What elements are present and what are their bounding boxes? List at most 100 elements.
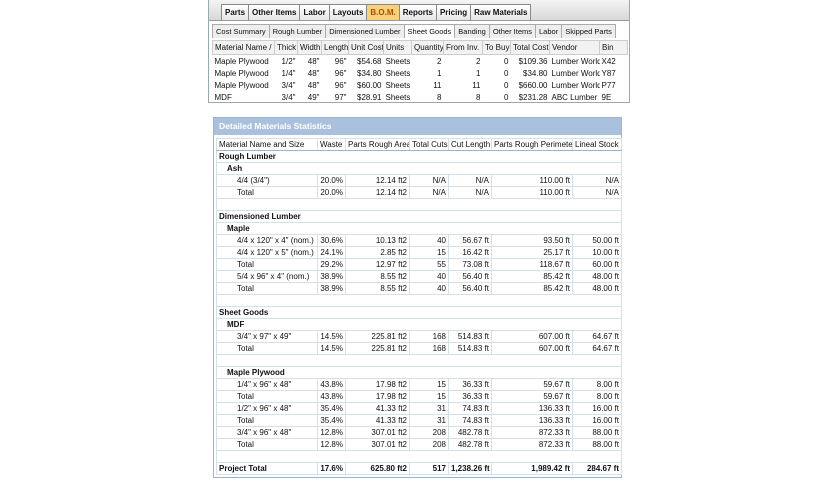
cell: 1/2" x 96" x 48" (216, 402, 318, 415)
column-header[interactable]: Vendor (549, 40, 600, 55)
cell: 118.67 ft (491, 258, 573, 271)
stats-row: 5/4 x 96" x 4" (nom.) 38.9% 8.55 ft2 40 56.4… (216, 270, 622, 283)
subtab[interactable]: Dimensioned Lumber (325, 24, 405, 38)
column-header[interactable]: Cut Length (448, 138, 492, 151)
column-header[interactable]: Units (383, 40, 412, 55)
cell: 74.83 ft (448, 402, 492, 415)
stats-row: 1/4" x 96" x 48" 43.8% 17.98 ft2 15 36.33 ft… (216, 378, 622, 391)
cell: 1 (476, 68, 481, 78)
column-header[interactable]: Parts Rough Area (345, 138, 410, 151)
cell: 20.0% (317, 186, 346, 199)
cell: 49" (307, 92, 320, 102)
column-header[interactable]: Length (321, 40, 349, 55)
cell: $60.00 (357, 80, 382, 90)
cell: 3/4" x 97" x 49" (216, 330, 318, 343)
subtab[interactable]: Rough Lumber (268, 24, 327, 38)
tab[interactable]: Raw Materials (470, 4, 532, 20)
column-header[interactable]: Quantity (411, 40, 444, 55)
column-header[interactable]: Material Name and Size (216, 138, 318, 151)
subtab[interactable]: Banding (454, 24, 490, 38)
column-header[interactable]: To Buy (482, 40, 511, 55)
tab[interactable]: Parts (221, 4, 250, 20)
subtab[interactable]: Other Items (488, 24, 537, 38)
tab[interactable]: Reports (398, 4, 437, 20)
cell: 0 (504, 56, 509, 66)
header-row: Material Name and Size Waste Parts Rough A… (216, 138, 622, 151)
cell: 1 (437, 68, 442, 78)
column-header[interactable]: From Inv. (443, 40, 483, 55)
cell: 8.55 ft2 (345, 282, 410, 295)
column-header[interactable]: Material Name / (212, 40, 275, 55)
cell: 1/4" (281, 68, 296, 78)
cell: 40 (409, 282, 449, 295)
subgroup-title: Ash (216, 162, 622, 175)
panel-title: Detailed Materials Statistics (214, 118, 621, 135)
tab[interactable]: Layouts (328, 4, 368, 20)
column-header[interactable]: Width (297, 40, 322, 55)
cell: Y87 (601, 68, 616, 78)
cell: 10.00 ft (572, 246, 622, 259)
cell: 25.17 ft (491, 246, 573, 259)
stats-row: Total 20.0% 12.14 ft2 N/A N/A 110.00 ft N/A (216, 186, 622, 199)
stats-row: 3/4" x 96" x 48" 12.8% 307.01 ft2 208 482.78… (216, 426, 622, 439)
tab[interactable]: B.O.M. (366, 4, 400, 20)
cell: 48" (307, 68, 320, 78)
cell: 41.33 ft2 (345, 414, 410, 427)
cell: 41.33 ft2 (345, 402, 410, 415)
tab[interactable]: Pricing (435, 4, 472, 20)
cell: Total (216, 342, 318, 355)
subtab[interactable]: Sheet Goods (403, 24, 456, 38)
column-header[interactable]: Unit Cost (348, 40, 384, 55)
cell: 85.42 ft (491, 282, 573, 295)
cell: 8.00 ft (572, 378, 622, 391)
subgroup-row: MDF (216, 318, 622, 331)
cell: $231.28 (518, 92, 548, 102)
cell: 0 (504, 92, 509, 102)
cell: 12.14 ft2 (345, 186, 410, 199)
column-header[interactable]: Total Cuts (409, 138, 449, 151)
cell: Maple Plywood (214, 56, 269, 66)
subtab[interactable]: Cost Summary (212, 24, 270, 38)
cell: Total (216, 186, 318, 199)
tab[interactable]: Other Items (248, 4, 301, 20)
cell: 60.00 ft (572, 258, 622, 271)
cell: 15 (409, 390, 449, 403)
cell: 514.83 ft (448, 342, 492, 355)
cell: 0 (504, 68, 509, 78)
cell: Project Total (216, 462, 318, 475)
cell: 16.00 ft (572, 402, 622, 415)
cell: 12.97 ft2 (345, 258, 410, 271)
cell: 482.78 ft (448, 426, 492, 439)
column-header[interactable]: Bin (599, 40, 628, 55)
cell: 8.55 ft2 (345, 270, 410, 283)
cell: 16.42 ft (448, 246, 492, 259)
cell: 607.00 ft (491, 330, 573, 343)
cell: 85.42 ft (491, 270, 573, 283)
cell: 4/4 x 120" x 5" (nom.) (216, 246, 318, 259)
cell: 16.00 ft (572, 414, 622, 427)
subtab[interactable]: Skipped Parts (561, 24, 616, 38)
group-title: Dimensioned Lumber (216, 210, 622, 223)
cell: 3/4" (281, 80, 296, 90)
column-header[interactable]: Lineal Stock (572, 138, 622, 151)
column-header[interactable]: Waste (317, 138, 346, 151)
cell: 284.67 ft (572, 462, 622, 475)
column-header[interactable]: Total Cost (510, 40, 550, 55)
cell: 625.80 ft2 (345, 462, 410, 475)
cell: 31 (409, 414, 449, 427)
cell: 9E (601, 92, 612, 102)
cell: 17.98 ft2 (345, 390, 410, 403)
cell: 168 (409, 330, 449, 343)
cell: 12.8% (317, 426, 346, 439)
tab[interactable]: Labor (299, 4, 330, 20)
tab-bar: Parts Other Items Labor Layouts B.O.M. Report… (209, 0, 629, 21)
cell: 0 (504, 80, 509, 90)
cell: 136.33 ft (491, 402, 573, 415)
column-header[interactable]: Parts Rough Perimeter (491, 138, 573, 151)
cell: Sheets (385, 80, 411, 90)
cell: 110.00 ft (491, 186, 573, 199)
cell: 29.2% (317, 258, 346, 271)
subtab[interactable]: Labor (535, 24, 563, 38)
column-header[interactable]: Thick (274, 40, 298, 55)
